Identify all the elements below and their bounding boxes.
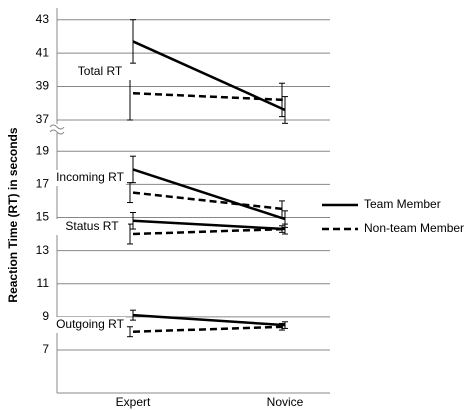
measure-label: Incoming RT xyxy=(56,170,124,184)
y-tick-label: 17 xyxy=(36,177,50,191)
y-tick-label: 37 xyxy=(36,112,50,126)
label-bg xyxy=(56,219,128,235)
measure-label: Total RT xyxy=(78,64,123,78)
error-bar xyxy=(127,326,133,338)
y-tick-label: 11 xyxy=(37,276,50,290)
error-bar xyxy=(282,321,288,329)
error-bar xyxy=(130,211,136,230)
legend-label: Non-team Member xyxy=(364,221,464,235)
axis-break-gap xyxy=(50,124,64,133)
y-tick-label: 19 xyxy=(36,143,50,157)
measure-label: Outgoing RT xyxy=(56,317,124,331)
label-bg xyxy=(54,170,126,186)
label-bg xyxy=(54,317,126,333)
error-bar xyxy=(130,309,136,321)
line xyxy=(132,325,286,333)
y-tick-label: 7 xyxy=(42,342,49,356)
error-bar xyxy=(130,19,136,64)
line xyxy=(132,91,286,102)
line xyxy=(132,40,286,112)
line xyxy=(132,313,286,327)
y-tick-label: 9 xyxy=(42,309,49,323)
y-tick-label: 15 xyxy=(36,210,50,224)
legend-label: Team Member xyxy=(364,197,441,211)
error-bar xyxy=(279,322,285,331)
measure-label: Status RT xyxy=(65,219,119,233)
y-tick-label: 39 xyxy=(36,79,50,93)
error-bar xyxy=(282,96,288,124)
label-bg xyxy=(64,64,136,80)
error-bar xyxy=(279,82,285,118)
error-bar xyxy=(279,200,285,218)
y-tick-label: 41 xyxy=(36,45,50,59)
line xyxy=(132,227,286,236)
y-tick-label: 43 xyxy=(36,12,50,26)
line xyxy=(132,219,286,231)
error-bar xyxy=(127,182,133,204)
axis-break xyxy=(49,124,65,135)
error-bar xyxy=(279,225,285,233)
x-tick-label: Novice xyxy=(267,395,304,409)
line xyxy=(132,168,286,221)
y-tick-label: 13 xyxy=(36,243,50,257)
y-axis-label: Reaction Time (RT) in seconds xyxy=(6,127,20,302)
x-tick-label: Expert xyxy=(116,395,151,409)
line xyxy=(132,191,286,211)
